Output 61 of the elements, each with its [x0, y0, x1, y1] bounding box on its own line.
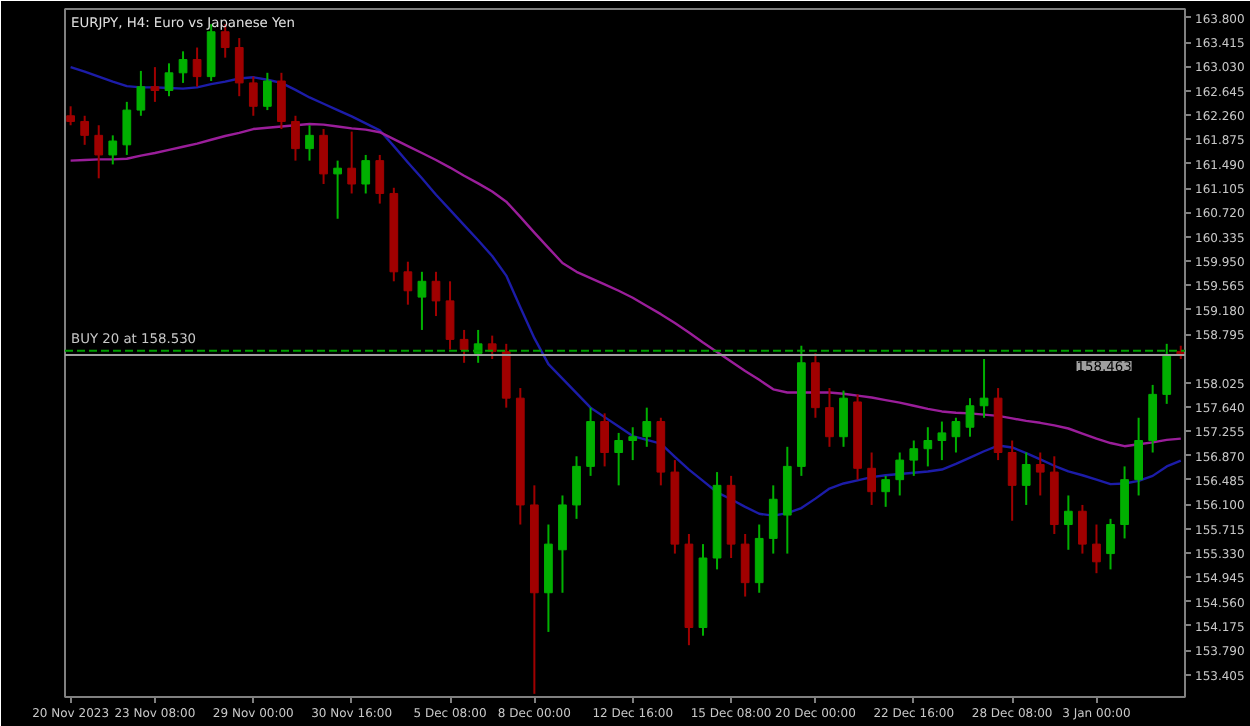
candlestick — [937, 420, 947, 462]
candlestick — [1134, 416, 1143, 497]
candlestick — [459, 328, 469, 364]
candlestick — [445, 280, 455, 351]
candlestick — [291, 114, 300, 162]
candlestick — [572, 455, 581, 520]
candlestick — [1021, 451, 1031, 506]
candlestick — [768, 484, 778, 555]
candlestick — [305, 124, 314, 162]
candlestick — [136, 69, 146, 117]
candlestick — [740, 533, 750, 598]
candlestick — [248, 75, 258, 117]
candlestick — [909, 439, 919, 477]
candlestick — [150, 66, 160, 103]
candlestick — [333, 159, 342, 220]
candlestick — [839, 389, 848, 448]
candlestick — [417, 270, 427, 331]
candlestick — [825, 387, 834, 448]
candlestick — [1007, 439, 1017, 522]
candlestick — [586, 406, 595, 477]
candlestick — [1078, 503, 1087, 555]
candlestick — [164, 62, 174, 98]
candlestick — [895, 451, 905, 497]
candlestick — [80, 114, 90, 146]
candlestick — [965, 397, 975, 438]
candlestick — [600, 412, 609, 468]
candlestick — [628, 426, 638, 462]
candlestick — [262, 71, 272, 112]
candlestick — [1064, 494, 1073, 551]
candlestick — [1106, 517, 1115, 571]
candlestick — [867, 451, 876, 506]
candlestick — [347, 130, 357, 195]
candlestick — [487, 334, 497, 360]
candlestick — [361, 153, 371, 195]
candlestick — [923, 426, 933, 468]
candlestick — [178, 50, 188, 84]
candlestick — [403, 260, 413, 306]
candlestick — [614, 431, 624, 487]
candlestick — [501, 342, 511, 409]
candlestick — [108, 134, 118, 166]
candlestick — [431, 270, 441, 318]
candlestick — [881, 474, 891, 508]
candlestick — [642, 406, 652, 448]
candlestick — [319, 128, 328, 185]
candlestick — [979, 358, 989, 419]
candlestick — [1120, 465, 1129, 540]
candlestick — [122, 100, 132, 156]
candlestick — [1092, 523, 1101, 575]
candlestick — [754, 523, 764, 594]
candlestick — [811, 352, 820, 419]
candlestick — [951, 416, 961, 454]
candlestick — [1148, 383, 1158, 454]
candlestick — [1035, 451, 1045, 497]
candlestick — [234, 37, 244, 98]
candlestick — [1162, 342, 1172, 405]
candlestick — [192, 46, 202, 88]
candlestick — [558, 494, 567, 594]
candlestick — [94, 124, 104, 180]
candlestick — [375, 153, 385, 205]
candlestick — [66, 105, 75, 127]
candlestick — [277, 71, 286, 131]
